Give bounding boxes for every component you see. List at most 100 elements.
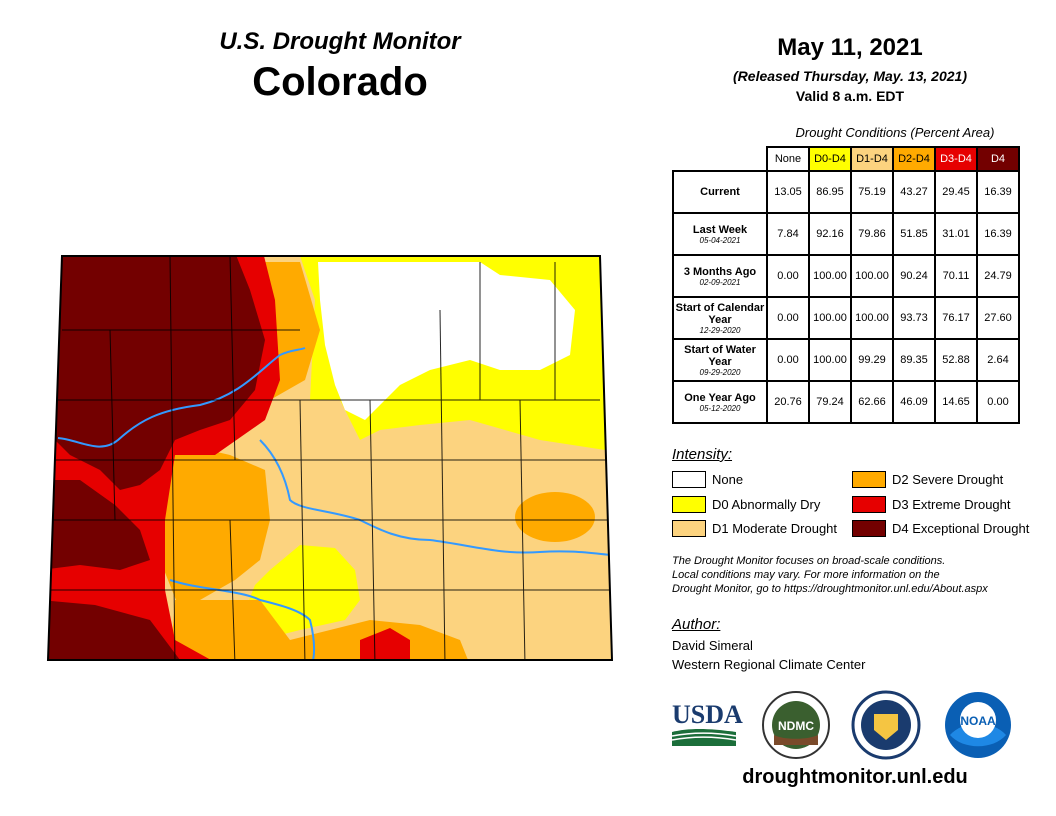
d4-region-southwest [48,600,180,660]
cell: 100.00 [808,296,852,340]
d4-region-west [48,480,150,570]
table-row: One Year Ago 05-12-2020 20.76 79.24 62.66… [672,380,1020,424]
disclaimer-note: The Drought Monitor focuses on broad-sca… [672,554,1042,596]
row-label-text: 3 Months Ago [683,265,757,278]
legend-label: D1 Moderate Drought [712,521,838,536]
legend-label: None [712,472,744,487]
cell: 70.11 [934,254,978,298]
legend-swatch [672,471,706,488]
cell: 62.66 [850,380,894,424]
arkansas-river [259,439,612,556]
agency-logos: USDA NDMC NOAA [671,690,1011,760]
doc-seal-logo [851,690,921,760]
cell: 93.73 [892,296,936,340]
cell: 24.79 [976,254,1020,298]
map-date: May 11, 2021 [777,34,923,61]
legend-item-d4: D4 Exceptional Drought [852,520,1029,537]
author-title: Author: [672,616,721,633]
cell: 27.60 [976,296,1020,340]
cell: 100.00 [850,254,894,298]
cell: 16.39 [976,212,1020,256]
ndmc-logo: NDMC [762,691,830,759]
row-label-text: Start of Calendar Year [675,301,765,326]
map-subtitle: U.S. Drought Monitor [219,28,461,55]
legend-item-d2: D2 Severe Drought [852,471,1003,488]
legend-label: D3 Extreme Drought [892,497,1011,512]
cell: 75.19 [850,170,894,214]
cell: 89.35 [892,338,936,382]
drought-stats-table: None D0-D4 D1-D4 D2-D4 D3-D4 D4 Current … [672,146,1020,424]
usda-text: USDA [672,700,743,729]
d2-region-southeast [515,492,595,542]
cell: 90.24 [892,254,936,298]
release-date: (Released Thursday, May. 13, 2021) [733,68,967,84]
cell: 51.85 [892,212,936,256]
cell: 100.00 [850,296,894,340]
table-corner [673,147,767,171]
row-date: 12-29-2020 [699,325,741,335]
cell: 46.09 [892,380,936,424]
cell: 43.27 [892,170,936,214]
cell: 31.01 [934,212,978,256]
d4-region-northwest [48,256,265,490]
legend-swatch [852,496,886,513]
usda-logo: USDA [671,700,743,746]
legend-item-d3: D3 Extreme Drought [852,496,1011,513]
col-header-d4: D4 [976,146,1020,172]
row-label: Last Week 05-04-2021 [672,212,768,256]
none-region-northeast [318,262,575,420]
author-org: Western Regional Climate Center [672,657,866,672]
row-label-text: Start of Water Year [684,343,756,368]
ndmc-text: NDMC [778,719,814,733]
legend-swatch [672,496,706,513]
legend-item-none: None [672,471,743,488]
row-date: 05-04-2021 [699,235,741,245]
row-label: Start of Calendar Year 12-29-2020 [672,296,768,340]
cell: 14.65 [934,380,978,424]
note-line: Drought Monitor, go to https://droughtmo… [672,583,988,595]
cell: 7.84 [766,212,810,256]
row-label-text: One Year Ago [684,391,756,404]
map-header: U.S. Drought Monitor Colorado [150,28,530,105]
cell: 29.45 [934,170,978,214]
cell: 0.00 [976,380,1020,424]
rio-grande-river [169,579,316,660]
cell: 92.16 [808,212,852,256]
table-row: Start of Water Year 09-29-2020 0.00 100.0… [672,338,1020,382]
legend-swatch [852,520,886,537]
legend-item-d0: D0 Abnormally Dry [672,496,820,513]
legend-title: Intensity: [672,446,733,463]
cell: 20.76 [766,380,810,424]
row-label: Current [672,170,768,214]
col-header-d3-d4: D3-D4 [934,146,978,172]
row-label: Start of Water Year 09-29-2020 [672,338,768,382]
colorado-river [57,347,306,448]
d0-region-south [245,545,360,640]
website-url[interactable]: droughtmonitor.unl.edu [742,766,968,788]
cell: 13.05 [766,170,810,214]
state-title: Colorado [252,60,428,104]
col-header-d1-d4: D1-D4 [850,146,894,172]
col-header-none: None [766,146,810,172]
cell: 52.88 [934,338,978,382]
d2-region-west [160,440,270,610]
cell: 99.29 [850,338,894,382]
author-name: David Simeral [672,638,753,653]
date-header: May 11, 2021 (Released Thursday, May. 13… [690,34,1010,104]
legend-label: D4 Exceptional Drought [892,521,1030,536]
cell: 79.24 [808,380,852,424]
cell: 79.86 [850,212,894,256]
table-row: Last Week 05-04-2021 7.84 92.16 79.86 51.… [672,212,1020,256]
county-boundaries [49,256,610,660]
table-row: Start of Calendar Year 12-29-2020 0.00 10… [672,296,1020,340]
legend-swatch [672,520,706,537]
col-header-d2-d4: D2-D4 [892,146,936,172]
row-label-text: Current [700,186,740,198]
d3-region-south [360,628,410,660]
note-line: Local conditions may vary. For more info… [672,569,940,581]
cell: 86.95 [808,170,852,214]
noaa-text: NOAA [960,714,996,728]
table-row: 3 Months Ago 02-09-2021 0.00 100.00 100.0… [672,254,1020,298]
eagle-seal-icon [874,714,898,740]
noaa-logo: NOAA [945,692,1011,758]
